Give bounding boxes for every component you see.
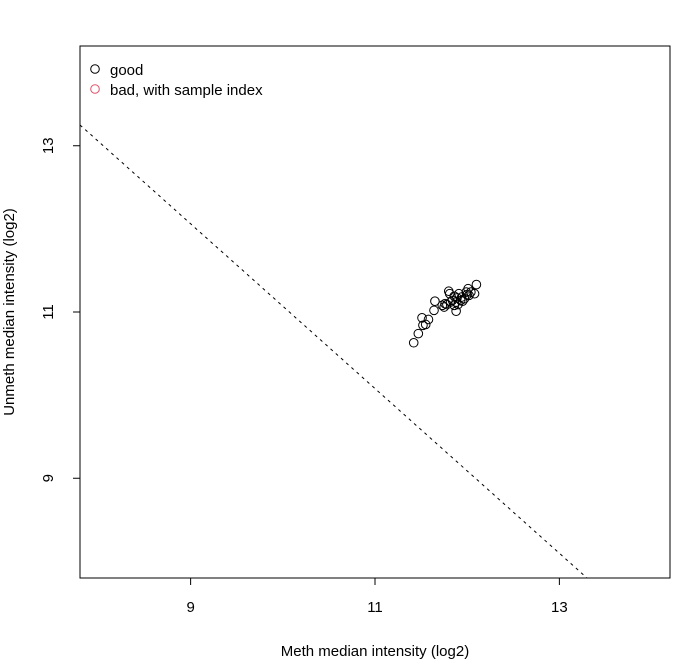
- data-point: [445, 297, 456, 307]
- y-axis-label: Unmeth median intensity (log2): [1, 208, 18, 416]
- data-point: [471, 279, 482, 290]
- legend: good bad, with sample index: [90, 62, 263, 99]
- x-tick-label: 13: [551, 599, 568, 616]
- data-point: [430, 296, 440, 306]
- y-tick-label: 11: [40, 304, 57, 320]
- x-tick-label: 11: [367, 599, 383, 616]
- y-tick-label: 13: [40, 137, 57, 154]
- y-tick-label: 9: [40, 474, 57, 482]
- cutoff-dashed-line: [80, 124, 588, 578]
- data-point: [463, 283, 473, 294]
- data-point: [451, 297, 461, 307]
- data-point: [440, 298, 450, 309]
- data-point: [437, 300, 448, 311]
- x-axis-label: Meth median intensity (log2): [281, 643, 469, 660]
- legend-label-bad: bad, with sample index: [110, 82, 263, 99]
- data-point: [423, 314, 434, 325]
- data-point: [457, 296, 468, 306]
- data-point: [417, 313, 427, 323]
- x-tick-label: 9: [186, 599, 194, 616]
- data-point: [413, 328, 424, 339]
- legend-label-good: good: [110, 62, 143, 79]
- data-point: [469, 288, 480, 299]
- data-point: [408, 337, 419, 348]
- legend-marker-good: [90, 64, 100, 74]
- data-point: [451, 306, 461, 316]
- plot-frame: [79, 45, 671, 579]
- legend-marker-bad: [90, 84, 100, 94]
- data-point: [429, 305, 439, 316]
